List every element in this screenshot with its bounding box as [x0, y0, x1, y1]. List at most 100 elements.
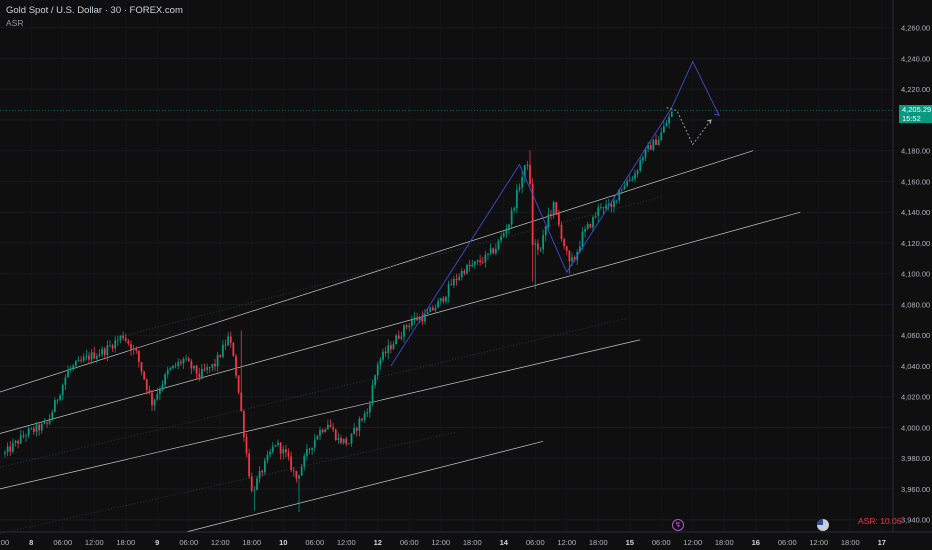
candle-body	[216, 355, 219, 367]
candle-body	[439, 298, 442, 302]
x-tick-label: 06:00	[305, 538, 324, 547]
candle-body	[450, 284, 453, 286]
candle-body	[384, 351, 387, 354]
candle-body	[88, 355, 90, 360]
candle-body	[368, 404, 371, 413]
candle-body	[143, 371, 146, 380]
channel-line[interactable]	[0, 211, 801, 434]
candle-body	[494, 248, 497, 254]
candle-body	[631, 178, 634, 180]
candle-body	[547, 213, 550, 227]
y-tick-label: 4,080.00	[901, 300, 930, 309]
candle-body	[568, 250, 571, 262]
candle-body	[361, 418, 363, 421]
candle-body	[137, 350, 140, 363]
candle-body	[172, 365, 174, 369]
candle-body	[452, 278, 455, 286]
channel-line[interactable]	[0, 150, 754, 393]
lightning-icon[interactable]: ↯	[672, 519, 684, 531]
candle-body	[639, 160, 642, 171]
channel-line[interactable]	[0, 339, 641, 490]
x-tick-label: 18:00	[589, 538, 608, 547]
candle-body	[460, 270, 463, 277]
candle-body	[240, 392, 243, 411]
candle-body	[311, 447, 314, 450]
last-price: 4,205.29	[902, 105, 932, 114]
candle-body	[374, 375, 377, 386]
candle-body	[261, 470, 264, 473]
candle-body	[198, 373, 201, 378]
candle-body	[308, 449, 311, 450]
candle-body	[534, 243, 537, 245]
time-axis[interactable]: 18:00 8 06:00 12:00 18:00 9 06:00 12:00 18:00 10 0…	[0, 538, 886, 547]
candle-body	[605, 204, 608, 209]
candle-body	[329, 424, 332, 428]
x-tick-label: 18:00	[0, 538, 9, 547]
candles	[4, 110, 673, 513]
candle-body	[6, 446, 9, 453]
candle-body	[366, 412, 369, 414]
candle-body	[387, 345, 390, 354]
x-tick-label: 06:00	[400, 538, 419, 547]
candle-body	[82, 357, 85, 361]
candle-body	[513, 208, 516, 211]
candle-body	[508, 224, 510, 231]
candle-body	[27, 429, 30, 436]
candle-body	[353, 428, 356, 434]
candle-body	[505, 230, 508, 234]
projection-path[interactable]	[390, 60, 720, 367]
candle-body	[641, 157, 644, 161]
candle-body	[565, 246, 568, 251]
candle-body	[337, 437, 340, 441]
candle-body	[536, 243, 539, 250]
candle-body	[542, 235, 545, 250]
projection-dashed-line[interactable]	[666, 107, 712, 146]
bar-countdown: 15:52	[902, 114, 921, 123]
candle-body	[72, 365, 75, 369]
candle-body	[670, 111, 673, 117]
projection-arrowhead	[713, 110, 720, 116]
us-flag-icon[interactable]	[817, 519, 829, 531]
x-tick-label: 12:00	[85, 538, 104, 547]
channel-lines[interactable]	[0, 150, 801, 534]
candle-body	[80, 359, 83, 361]
candle-body	[287, 452, 290, 457]
candle-body	[400, 336, 403, 339]
candle-body	[208, 367, 211, 368]
candle-body	[602, 207, 605, 209]
y-tick-label: 4,120.00	[901, 239, 930, 248]
candle-body	[523, 165, 526, 177]
channel-line[interactable]	[186, 440, 544, 533]
y-tick-label: 3,980.00	[901, 454, 930, 463]
candle-body	[295, 470, 298, 479]
channel-line[interactable]	[125, 196, 662, 336]
candle-body	[195, 365, 198, 374]
candle-body	[219, 355, 222, 357]
x-tick-label: 18:00	[242, 538, 261, 547]
candle-body	[148, 389, 151, 393]
candle-body	[413, 317, 416, 321]
candle-body	[324, 429, 327, 433]
candle-body	[232, 342, 235, 357]
candle-body	[655, 139, 657, 146]
candle-body	[9, 446, 12, 452]
candle-body	[479, 260, 482, 263]
candle-body	[298, 475, 300, 479]
candle-body	[434, 307, 437, 311]
candle-body	[468, 264, 471, 267]
candle-body	[43, 422, 46, 424]
candle-body	[284, 449, 287, 453]
candle-body	[497, 240, 500, 249]
candle-body	[313, 439, 316, 448]
candle-body	[332, 427, 335, 430]
candle-body	[59, 395, 62, 400]
x-tick-label: 14	[500, 538, 509, 547]
candle-body	[67, 369, 69, 378]
channel-line[interactable]	[0, 317, 628, 468]
candle-body	[584, 228, 587, 232]
candle-body	[560, 224, 563, 240]
candle-body	[463, 270, 466, 274]
indicator-legend[interactable]: ASR	[6, 18, 24, 28]
projection-line[interactable]	[390, 60, 720, 367]
